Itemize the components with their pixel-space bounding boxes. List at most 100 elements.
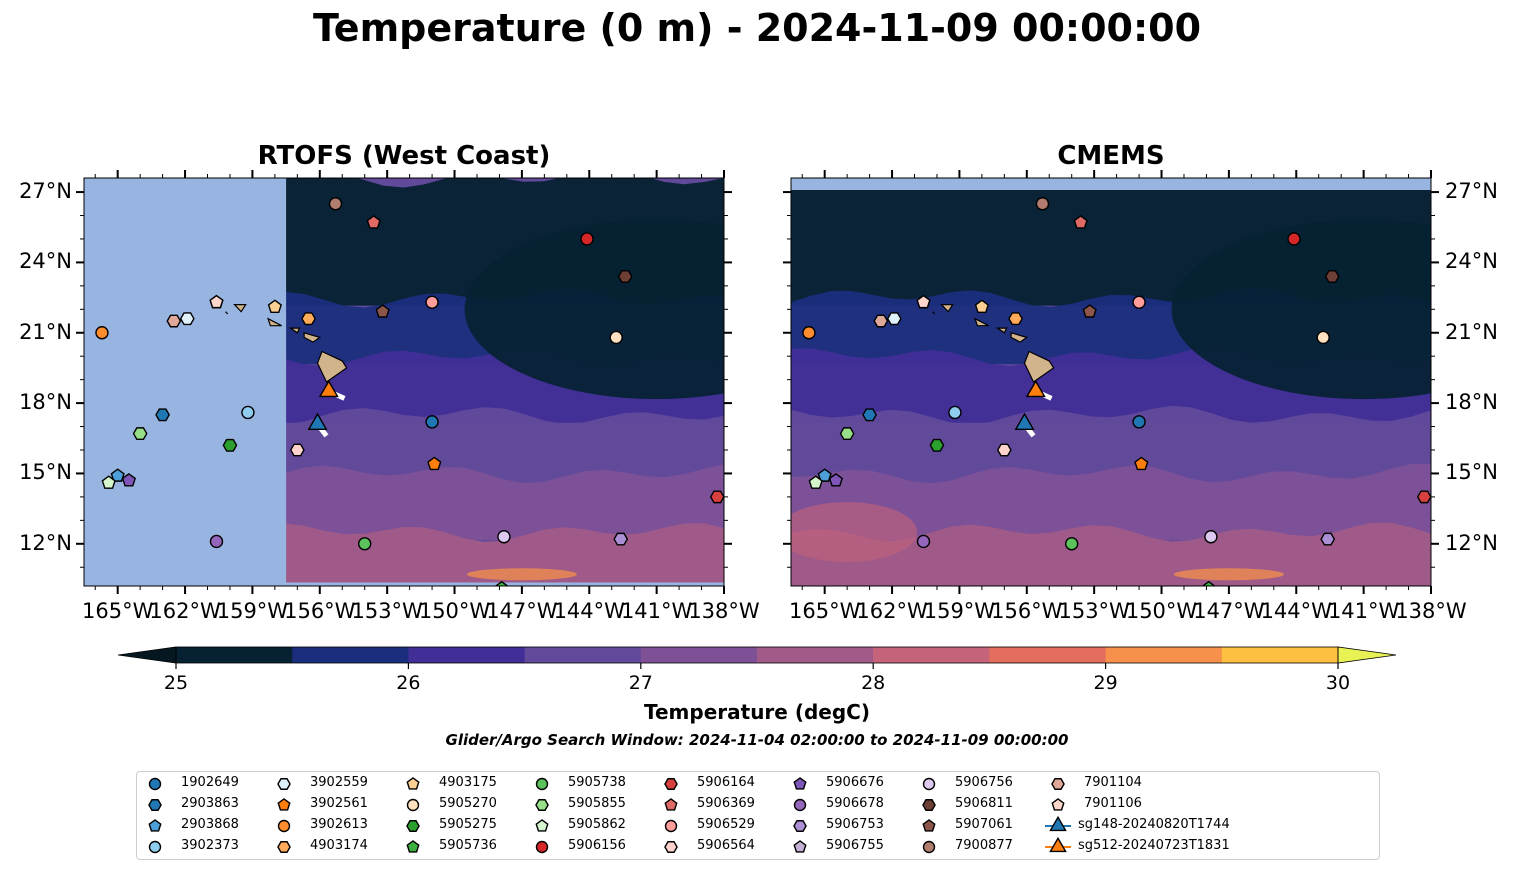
lon-tick-label: 165°W — [81, 599, 154, 623]
lon-tick-label: 162°W — [149, 599, 221, 623]
colorbar-tick-label: 28 — [861, 672, 886, 694]
float-marker-5906529 — [425, 295, 439, 309]
legend-label: 5905270 — [439, 796, 497, 811]
float-marker-7901106 — [916, 294, 931, 309]
legend-label: 5906369 — [697, 796, 755, 811]
colorbar-segment — [1221, 647, 1339, 663]
legend-label: 5905862 — [568, 817, 626, 832]
float-marker-2903868 — [817, 468, 832, 482]
lon-tick-label: 150°W — [1125, 599, 1198, 623]
lon-tick-label: 165°W — [788, 599, 861, 623]
legend-marker-5906529 — [664, 819, 678, 833]
legend-label: 4903174 — [310, 838, 368, 853]
float-marker-5906811 — [617, 270, 633, 283]
float-marker-5906753 — [613, 532, 629, 546]
lon-tick-label: 147°W — [1193, 599, 1265, 623]
search-window-text: Glider/Argo Search Window: 2024-11-04 02… — [445, 731, 1069, 749]
float-marker-2903868 — [110, 468, 125, 482]
rtofs-map — [84, 178, 724, 586]
legend-marker-5906164 — [664, 778, 678, 790]
float-marker-4903174 — [1008, 312, 1023, 326]
float-marker-5906676 — [828, 473, 844, 487]
lat-tick-label: 27°N — [1445, 179, 1498, 204]
colorbar-segment — [989, 647, 1107, 663]
colorbar-segment — [640, 647, 758, 663]
legend-marker-4903175 — [406, 777, 420, 790]
float-marker-5906564 — [289, 443, 305, 457]
colorbar-frame — [175, 646, 1339, 664]
legend-label: 3902613 — [310, 817, 368, 832]
float-marker-sg512-20240723T1831 — [1025, 379, 1046, 398]
lon-tick-label: 156°W — [991, 599, 1063, 623]
colorbar-over-extend — [1337, 646, 1397, 664]
legend-label: 7900877 — [955, 838, 1013, 853]
warm-water-patch — [466, 568, 577, 581]
legend-label: sg148-20240820T1744 — [1078, 817, 1230, 832]
float-marker-5905738 — [1065, 537, 1079, 551]
float-marker-7900877 — [1035, 197, 1050, 211]
island — [288, 327, 301, 334]
legend: 1902649 2903863 2903868 3902373 3902559 39025… — [136, 771, 1380, 860]
legend-label: 2903868 — [181, 817, 239, 832]
lat-tick-label: 24°N — [1445, 249, 1498, 274]
map-frame — [83, 177, 725, 587]
legend-marker-5906753 — [793, 820, 807, 832]
temperature-band — [791, 405, 1431, 482]
colorbar-tick-label: 26 — [396, 672, 421, 694]
float-marker-5907061 — [1082, 304, 1097, 318]
legend-marker-5906564 — [664, 841, 678, 853]
legend-marker-3902559 — [277, 778, 291, 790]
legend-label: 5906756 — [955, 775, 1013, 790]
legend-marker-sg148-20240820T1744 — [1049, 815, 1067, 832]
float-marker-5905738 — [358, 537, 372, 551]
legend-label: 5906755 — [826, 838, 884, 853]
float-marker-5906753 — [1320, 532, 1336, 546]
lon-tick-label: 138°W — [688, 599, 760, 623]
legend-marker-5905275 — [406, 820, 420, 832]
float-marker-5905862 — [808, 475, 823, 489]
legend-label: 5906676 — [826, 775, 884, 790]
float-marker-5906369 — [1073, 215, 1088, 229]
legend-marker-2903863 — [148, 799, 162, 811]
island — [1023, 350, 1055, 383]
legend-label: 4903175 — [439, 775, 497, 790]
float-marker-5905855 — [132, 427, 148, 441]
legend-label: 5905736 — [439, 838, 497, 853]
legend-label: 5906811 — [955, 796, 1013, 811]
legend-marker-7901106 — [1051, 798, 1065, 811]
cool-water-patch — [464, 219, 724, 400]
float-marker-5905270 — [609, 330, 623, 345]
legend-marker-5905862 — [535, 819, 549, 832]
float-marker-3902373 — [241, 405, 255, 420]
legend-marker-5906678 — [793, 798, 807, 812]
lat-tick-label: 12°N — [19, 530, 72, 555]
float-marker-5906756 — [497, 530, 511, 544]
float-marker-sg148-20240820T1744 — [1014, 412, 1035, 430]
float-marker-5906564 — [996, 443, 1012, 457]
legend-label: 5905738 — [568, 775, 626, 790]
legend-marker-2903868 — [148, 819, 162, 832]
island — [932, 311, 936, 315]
float-marker-7901104 — [166, 314, 182, 328]
lat-tick-label: 18°N — [19, 390, 72, 415]
legend-label: 5906564 — [697, 838, 755, 853]
float-marker-5906369 — [366, 215, 381, 229]
legend-marker-3902373 — [148, 840, 162, 854]
legend-label: sg512-20240723T1831 — [1078, 838, 1230, 853]
lon-tick-label: 141°W — [1327, 599, 1400, 623]
lon-tick-label: 159°W — [216, 599, 289, 623]
legend-marker-5906755 — [793, 840, 807, 853]
lon-tick-label: 138°W — [1395, 599, 1467, 623]
lon-tick-label: 159°W — [923, 599, 996, 623]
float-marker-2903863 — [862, 408, 878, 422]
lon-tick-label: 144°W — [553, 599, 625, 623]
colorbar-segment — [524, 647, 642, 663]
colorbar-segment — [757, 647, 874, 663]
float-marker-7901104 — [873, 314, 889, 328]
colorbar-segment — [408, 647, 526, 663]
float-marker-4903175 — [974, 299, 989, 314]
colorbar-under-extend — [117, 646, 177, 664]
legend-label: 5906753 — [826, 817, 884, 832]
no-data-strip — [84, 582, 724, 586]
